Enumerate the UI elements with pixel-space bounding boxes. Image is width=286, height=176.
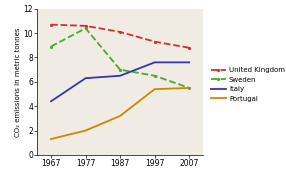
Y-axis label: CO₂ emissions in metric tonnes: CO₂ emissions in metric tonnes xyxy=(15,27,21,137)
Legend: United Kingdom, Sweden, Italy, Portugal: United Kingdom, Sweden, Italy, Portugal xyxy=(211,67,285,102)
